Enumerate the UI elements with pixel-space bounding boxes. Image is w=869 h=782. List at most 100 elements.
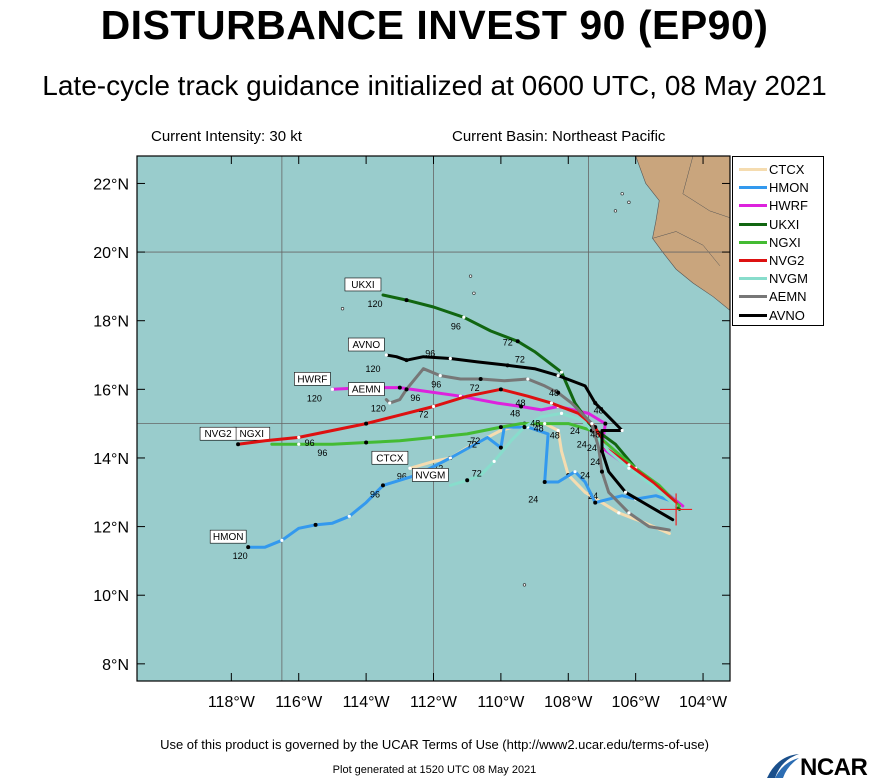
x-tick-label: 110°W — [477, 694, 525, 711]
track-point-aemn — [599, 469, 604, 474]
hour-label-hmon: 96 — [370, 489, 380, 499]
track-point-nvg2 — [364, 421, 369, 426]
track-tick-avno — [620, 428, 624, 433]
track-tick-hmon — [347, 514, 351, 518]
hour-label-ngxi: 48 — [534, 424, 544, 434]
y-tick-label: 12°N — [93, 520, 129, 537]
track-point-hmon — [498, 445, 503, 450]
y-tick-label: 22°N — [93, 176, 129, 193]
track-tick-nvg2 — [431, 404, 436, 409]
hour-label-ngxi: 96 — [317, 448, 327, 458]
legend-swatch — [739, 259, 767, 262]
track-point-nvg2 — [236, 442, 241, 447]
hour-label-nvgm: 72 — [472, 468, 482, 478]
track-tick-avno — [623, 490, 628, 494]
model-label-box-aemn — [348, 382, 385, 396]
legend-swatch — [739, 295, 767, 299]
model-label-text-ctcx: CTCX — [376, 453, 404, 464]
ncar-logo-icon — [767, 754, 799, 778]
track-point-avno — [599, 449, 604, 454]
hour-label-near-4: 48 — [594, 405, 604, 415]
terms-of-use-text: Use of this product is governed by the U… — [160, 737, 709, 752]
legend-swatch — [739, 313, 767, 317]
track-tick-nvg2 — [297, 435, 301, 439]
track-nvgm: 48 72 NVGM — [412, 411, 678, 508]
track-tick-aemn — [388, 401, 392, 405]
track-tick-ctcx — [556, 428, 560, 433]
hour-label-avno: 72 — [515, 355, 525, 365]
hour-label-ukxi: 96 — [451, 321, 461, 331]
hour-label-nvg2: 96 — [305, 438, 315, 448]
track-line-nvgm — [448, 411, 678, 508]
hour-label-near-6: 24 — [590, 457, 600, 467]
model-label-text-nvg2: NVG2 — [204, 429, 232, 440]
legend-swatch — [739, 204, 767, 208]
legend-label: NVG2 — [769, 253, 805, 268]
model-label-text-hwrf: HWRF — [297, 374, 327, 385]
track-tick-ngxi — [297, 442, 301, 446]
plot-generated-text: Plot generated at 1520 UTC 08 May 2021 — [332, 764, 537, 776]
current-basin: Current Basin: Northeast Pacific — [452, 128, 666, 145]
model-label-hmon: HMON — [209, 529, 247, 544]
hour-label-hwrf: 120 — [307, 393, 322, 403]
model-label-aemn: AEMN — [348, 382, 385, 396]
track-tick-hmon — [280, 538, 284, 542]
model-label-box-hwrf — [294, 372, 331, 386]
model-label-ctcx: CTCX — [371, 450, 409, 465]
hour-label-aemn: 120 — [371, 404, 386, 414]
hour-label-ctcx: 96 — [397, 471, 407, 481]
legend-item-aemn: AEMN — [739, 288, 823, 306]
model-label-box-avno — [348, 337, 385, 352]
track-point-hmon — [593, 500, 598, 505]
track-tick-nvgm — [559, 411, 564, 415]
track-tick-ngxi — [543, 422, 547, 426]
island-6 — [522, 583, 527, 587]
legend-swatch — [739, 277, 767, 281]
track-point-ngxi — [364, 440, 369, 445]
hour-label-hmon: 72 — [467, 439, 477, 449]
model-label-avno: AVNO — [348, 337, 385, 352]
track-tick-ukxi — [559, 370, 564, 374]
hour-label-near-0: 24 — [570, 426, 580, 436]
track-tick-nvg2 — [627, 463, 631, 467]
track-hmon: 24 72 96 120 HMON — [209, 425, 678, 561]
track-tick-avno — [556, 374, 560, 378]
map-legend: CTCX HMON HWRF UKXI NGXI NVG2 NVGM AEMN AVNO — [732, 156, 824, 326]
hour-label-nvg2: 48 — [515, 398, 525, 408]
hour-label-avno: 96 — [425, 348, 435, 358]
track-tick-avno — [448, 356, 452, 361]
hour-label-nvg2: 72 — [418, 409, 428, 419]
track-tick-hmon — [573, 470, 577, 474]
hour-label-nvgm: 48 — [530, 419, 540, 429]
track-point-avno — [593, 401, 598, 406]
track-tick-aemn — [590, 422, 594, 426]
track-point-ukxi — [515, 339, 520, 344]
track-tick-ctcx — [408, 466, 412, 470]
legend-label: CTCX — [769, 162, 805, 177]
island-5 — [340, 307, 345, 311]
hour-label-avno: 120 — [365, 364, 380, 374]
legend-swatch — [739, 240, 767, 244]
x-tick-label: 114°W — [343, 694, 391, 711]
track-tick-hwrf — [330, 387, 335, 391]
legend-label: AVNO — [769, 307, 805, 323]
track-tick-nvg2 — [549, 401, 554, 405]
current-intensity: Current Intensity: 30 kt — [151, 128, 302, 145]
model-label-box-nvg2 — [199, 426, 237, 441]
hour-label-ukxi: 72 — [503, 337, 513, 347]
model-label-box-nvgm — [412, 468, 449, 482]
state-border-1 — [682, 155, 731, 219]
hour-label-hmon: 120 — [233, 551, 248, 561]
legend-label: AEMN — [769, 289, 807, 305]
x-tick-label: 116°W — [275, 694, 323, 711]
track-line-avno — [384, 353, 675, 522]
island-0 — [620, 192, 624, 196]
ncar-logo-text: NCAR — [800, 754, 868, 781]
track-point-nvgm — [522, 425, 527, 430]
x-tick-label: 118°W — [208, 694, 256, 711]
hour-label-near-5: 24 — [580, 471, 590, 481]
x-tick-label: 108°W — [544, 694, 593, 711]
model-label-nvg2: NVG2 — [199, 426, 237, 441]
model-label-text-avno: AVNO — [353, 340, 381, 351]
